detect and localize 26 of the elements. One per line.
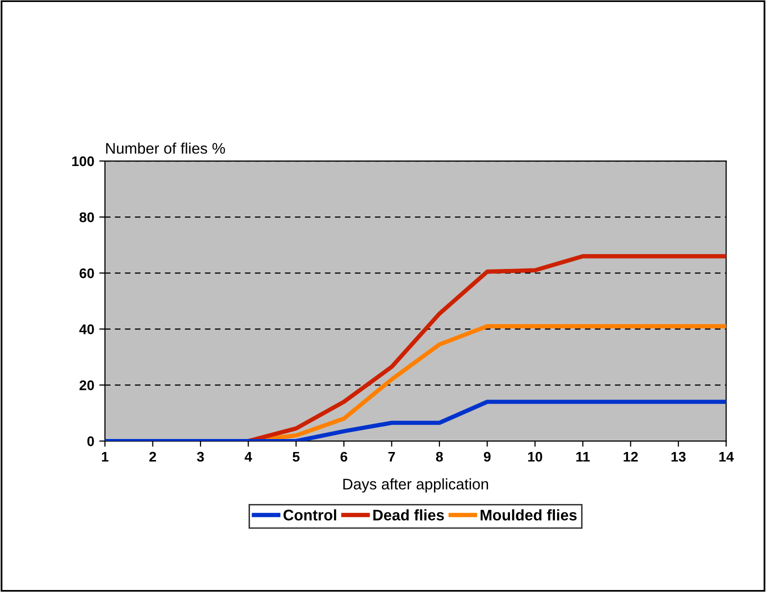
x-tick-label: 4 <box>244 452 252 462</box>
y-tick-label: 60 <box>80 268 94 278</box>
x-tick-label: 9 <box>484 452 491 462</box>
y-tick-label: 80 <box>80 212 94 222</box>
x-tick-label: 1 <box>102 452 108 462</box>
x-tick-label: 6 <box>340 452 348 462</box>
x-tick-label: 10 <box>528 452 542 462</box>
legend-label: Dead flies <box>373 509 444 520</box>
y-axis-title: Number of flies % <box>106 142 225 154</box>
x-axis-title: Days after application <box>343 478 488 493</box>
y-tick-label: 0 <box>87 436 94 446</box>
x-tick-label: 12 <box>624 452 638 462</box>
x-tick-label: 8 <box>436 452 443 462</box>
y-tick-label: 20 <box>80 380 94 390</box>
x-tick-label: 11 <box>576 452 590 462</box>
legend-label: Moulded flies <box>480 509 577 520</box>
line-series <box>246 254 726 442</box>
x-tick-label: 3 <box>196 452 204 462</box>
y-tick-label: 40 <box>79 324 94 334</box>
x-tick-label: 5 <box>292 452 300 462</box>
legend-label: Control <box>284 509 336 520</box>
y-tick-label: 100 <box>72 156 94 166</box>
x-tick-label: 14 <box>719 452 734 462</box>
x-tick-label: 7 <box>388 452 395 462</box>
x-tick-label: 2 <box>149 452 156 462</box>
x-tick-label: 13 <box>672 452 686 462</box>
